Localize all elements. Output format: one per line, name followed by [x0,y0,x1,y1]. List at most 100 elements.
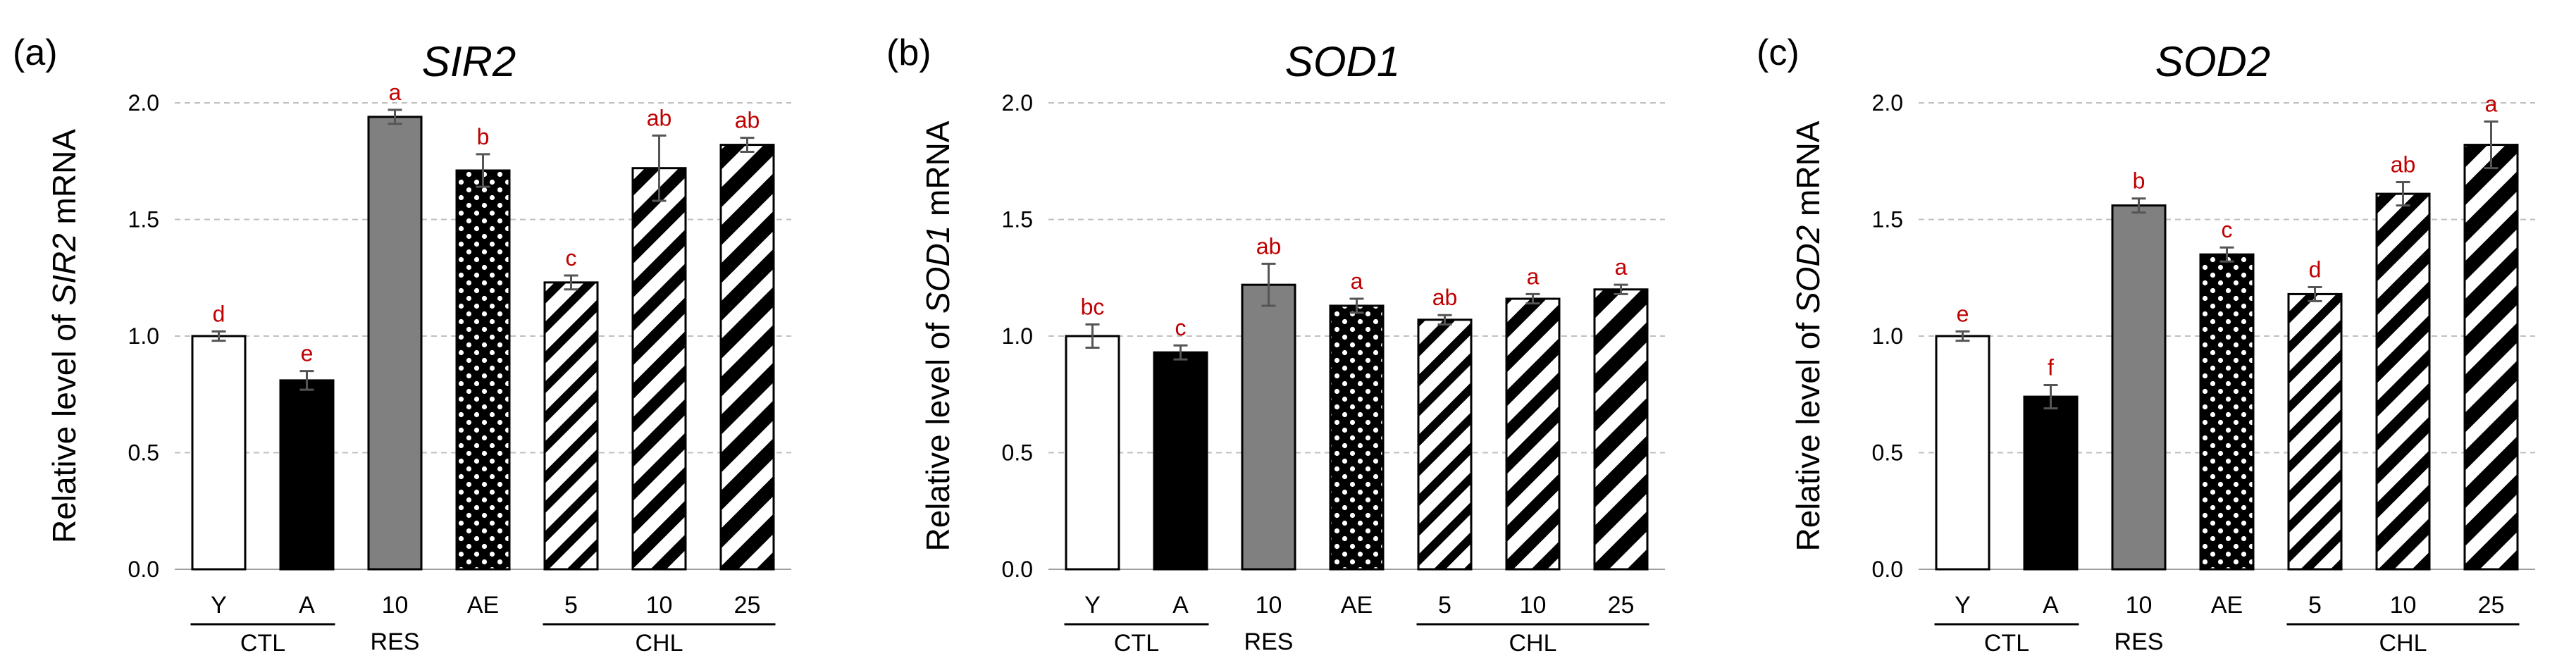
group-label: CTL [1984,630,2029,657]
y-axis-label-prefix: Relative level of [1790,314,1826,552]
significance-label: c [2222,217,2233,242]
significance-label: ab [647,105,672,130]
panel-label: (c) [1757,32,1800,73]
x-category-label: 5 [1438,592,1451,619]
bar [2111,204,2167,571]
y-tick-label: 1.5 [1002,207,1033,233]
bar [367,116,423,571]
group-label: RES [371,628,420,655]
y-tick-label: 1.0 [128,323,159,349]
y-tick-label: 1.5 [128,207,159,233]
y-tick-label: 0.0 [1002,557,1033,582]
x-category-label: Y [1955,592,1971,619]
significance-label: bc [1081,294,1105,319]
significance-label: a [1351,268,1363,294]
bar [1153,351,1208,571]
x-category-label: 25 [2478,592,2505,619]
y-tick-label: 0.0 [1872,557,1903,582]
bar [279,379,335,571]
group-label: RES [2114,628,2164,655]
y-axis-label: Relative level of SOD2 mRNA [1790,120,1826,551]
x-category-label: A [299,592,315,619]
y-tick-label: 0.5 [1872,440,1903,466]
significance-label: e [1957,301,1969,326]
x-category-label: 5 [564,592,578,619]
y-axis-label-gene: SIR2 [46,233,82,305]
bar [191,335,247,571]
y-tick-label: 2.0 [1872,90,1903,116]
chart-title: SIR2 [422,38,516,85]
x-category-label: AE [1341,592,1373,619]
x-category-label: 25 [1608,592,1635,619]
significance-label: c [566,245,577,271]
y-axis-label-gene: SOD2 [1790,225,1826,314]
y-axis-label-prefix: Relative level of [919,314,956,552]
group-label: CHL [635,630,683,657]
y-tick-label: 0.5 [128,440,159,466]
x-category-label: A [1172,592,1189,619]
group-label: RES [1244,628,1294,655]
significance-label: a [1615,254,1628,280]
x-category-label: 10 [2390,592,2417,619]
y-tick-label: 0.5 [1002,440,1033,466]
bar [631,167,687,571]
panel-label: (a) [13,32,58,73]
significance-label: ab [2391,152,2416,178]
significance-label: e [301,341,314,366]
significance-label: f [2048,355,2054,380]
significance-label: ab [1432,285,1458,310]
bar [719,144,775,571]
x-category-label: 10 [646,592,673,619]
y-tick-label: 0.0 [128,557,159,582]
bar [1241,283,1296,571]
group-label: CTL [240,630,285,657]
significance-label: ab [1256,233,1282,259]
group-label: CHL [2379,630,2427,657]
x-category-label: 25 [734,592,761,619]
x-category-label: AE [467,592,499,619]
bar [1935,335,1990,571]
significance-label: d [213,301,225,326]
x-category-label: Y [1084,592,1101,619]
x-category-label: Y [211,592,227,619]
group-label: CHL [1509,630,1556,657]
y-axis-label-prefix: Relative level of [46,306,82,544]
bar [543,281,599,571]
bar [1505,297,1561,571]
group-label: CTL [1114,630,1159,657]
bar [2463,144,2519,571]
x-category-label: 10 [1256,592,1282,619]
x-category-label: 10 [382,592,409,619]
bar [2375,192,2431,571]
y-tick-label: 2.0 [1002,90,1033,116]
bar [2287,292,2343,571]
chart-title: SOD2 [2155,38,2270,85]
bar [455,169,511,571]
significance-label: a [2485,91,2498,116]
y-axis-label: Relative level of SOD1 mRNA [919,120,956,551]
y-tick-label: 1.0 [1002,323,1033,349]
significance-label: b [2133,168,2145,194]
significance-label: c [1175,315,1187,340]
bar [1593,288,1649,571]
bar [1329,304,1385,571]
y-tick-label: 2.0 [128,90,159,116]
y-axis-label-gene: SOD1 [919,225,956,314]
y-axis-label-suffix: mRNA [46,129,82,234]
y-axis-label: Relative level of SIR2 mRNA [46,129,82,543]
y-axis-label-suffix: mRNA [1790,120,1826,225]
y-tick-label: 1.0 [1872,323,1903,349]
panel-label: (b) [886,32,931,73]
bar [2023,395,2079,571]
x-category-label: 5 [2308,592,2322,619]
significance-label: a [1527,264,1540,289]
significance-label: a [389,80,402,105]
x-category-label: 10 [1520,592,1547,619]
x-category-label: AE [2211,592,2243,619]
bar [1417,318,1473,571]
significance-label: ab [735,108,760,133]
bar [1065,335,1120,571]
